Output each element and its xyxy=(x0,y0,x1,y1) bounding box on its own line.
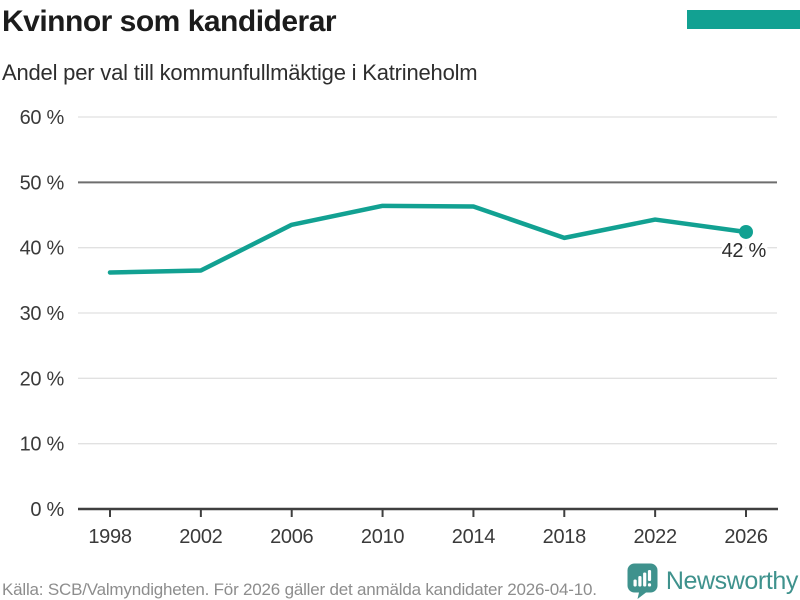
brand-name: Newsworthy xyxy=(665,566,799,595)
chart-subtitle: Andel per val till kommunfullmäktige i K… xyxy=(2,60,478,85)
svg-text:50 %: 50 % xyxy=(20,172,65,194)
svg-text:2014: 2014 xyxy=(452,526,495,548)
svg-text:10 %: 10 % xyxy=(20,434,65,456)
svg-text:2018: 2018 xyxy=(543,526,586,548)
svg-text:2006: 2006 xyxy=(270,526,313,548)
svg-text:2026: 2026 xyxy=(724,526,767,548)
svg-text:30 %: 30 % xyxy=(20,303,65,325)
brand-accent-bar xyxy=(687,10,800,29)
svg-text:2010: 2010 xyxy=(361,526,404,548)
svg-text:1998: 1998 xyxy=(88,526,131,548)
svg-text:20 %: 20 % xyxy=(20,368,65,390)
svg-text:42 %: 42 % xyxy=(722,240,767,262)
source-note: Källa: SCB/Valmyndigheten. För 2026 gäll… xyxy=(2,580,597,599)
svg-text:40 %: 40 % xyxy=(20,238,65,260)
chart-title: Kvinnor som kandiderar xyxy=(2,5,337,38)
brand-logo: Newsworthy xyxy=(627,563,798,599)
svg-text:60 %: 60 % xyxy=(20,107,65,129)
svg-text:0 %: 0 % xyxy=(30,499,64,521)
svg-text:2002: 2002 xyxy=(179,526,222,548)
svg-text:2022: 2022 xyxy=(633,526,676,548)
bar-chart-speech-bubble-icon xyxy=(627,563,658,599)
